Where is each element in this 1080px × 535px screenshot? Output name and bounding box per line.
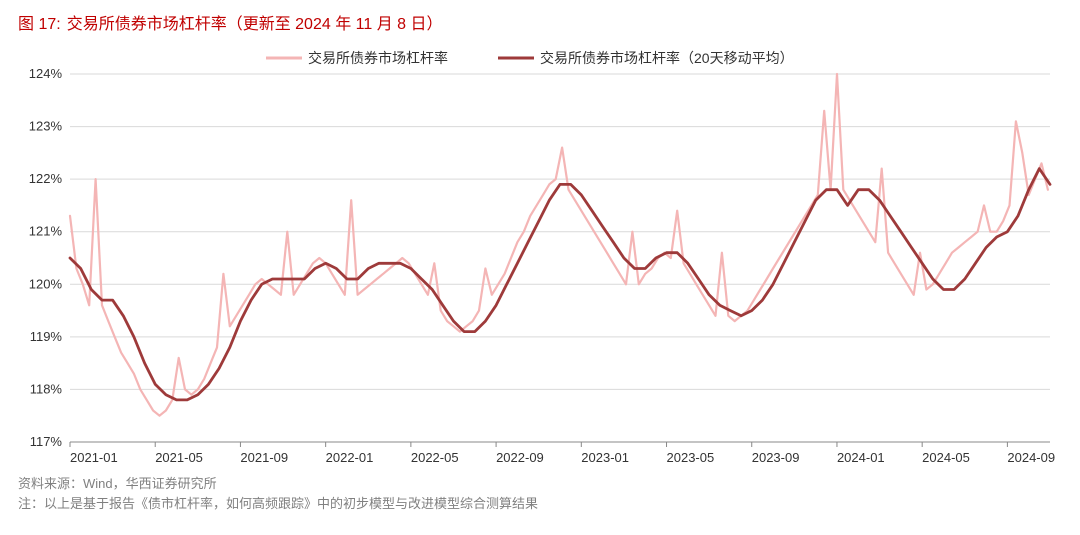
note-label: 注： [18,496,44,511]
title-prefix: 图 17: [18,10,61,34]
y-tick-label: 123% [29,119,63,134]
x-tick-label: 2024-09 [1007,450,1055,465]
source-line: 资料来源：Wind，华西证券研究所 [18,474,1062,494]
y-tick-label: 124% [29,66,63,81]
x-tick-label: 2023-01 [581,450,629,465]
source-label: 资料来源： [18,476,83,491]
x-tick-label: 2022-09 [496,450,544,465]
figure-title: 图 17: 交易所债券市场杠杆率（更新至 2024 年 11 月 8 日） [0,0,1080,40]
y-tick-label: 121% [29,224,63,239]
y-tick-label: 122% [29,171,63,186]
x-tick-label: 2024-01 [837,450,885,465]
source-text: Wind，华西证券研究所 [83,476,217,491]
x-tick-label: 2021-05 [155,450,203,465]
note-line: 注：以上是基于报告《债市杠杆率，如何高频跟踪》中的初步模型与改进模型综合测算结果 [18,494,1062,514]
x-tick-label: 2022-01 [326,450,374,465]
y-tick-label: 117% [30,434,63,449]
x-tick-label: 2021-01 [70,450,118,465]
legend-label: 交易所债券市场杠杆率 [308,50,448,66]
x-tick-label: 2024-05 [922,450,970,465]
y-tick-label: 118% [30,381,63,396]
x-tick-label: 2023-09 [752,450,800,465]
chart-area: 117% 118% 119% 120% 121% 122% 123% 124% 2021-01 2… [18,40,1062,470]
note-text: 以上是基于报告《债市杠杆率，如何高频跟踪》中的初步模型与改进模型综合测算结果 [44,496,538,511]
legend-label: 交易所债券市场杠杆率（20天移动平均） [540,50,794,66]
title-text: 交易所债券市场杠杆率（更新至 2024 年 11 月 8 日） [67,10,443,34]
x-tick-label: 2022-05 [411,450,459,465]
x-tick-label: 2021-09 [240,450,288,465]
y-tick-label: 120% [29,276,63,291]
x-tick-label: 2023-05 [667,450,715,465]
line-chart: 117% 118% 119% 120% 121% 122% 123% 124% 2021-01 2… [18,40,1062,470]
series-line [70,74,1048,416]
footer: 资料来源：Wind，华西证券研究所 注：以上是基于报告《债市杠杆率，如何高频跟踪… [0,470,1080,514]
y-tick-label: 119% [30,329,63,344]
